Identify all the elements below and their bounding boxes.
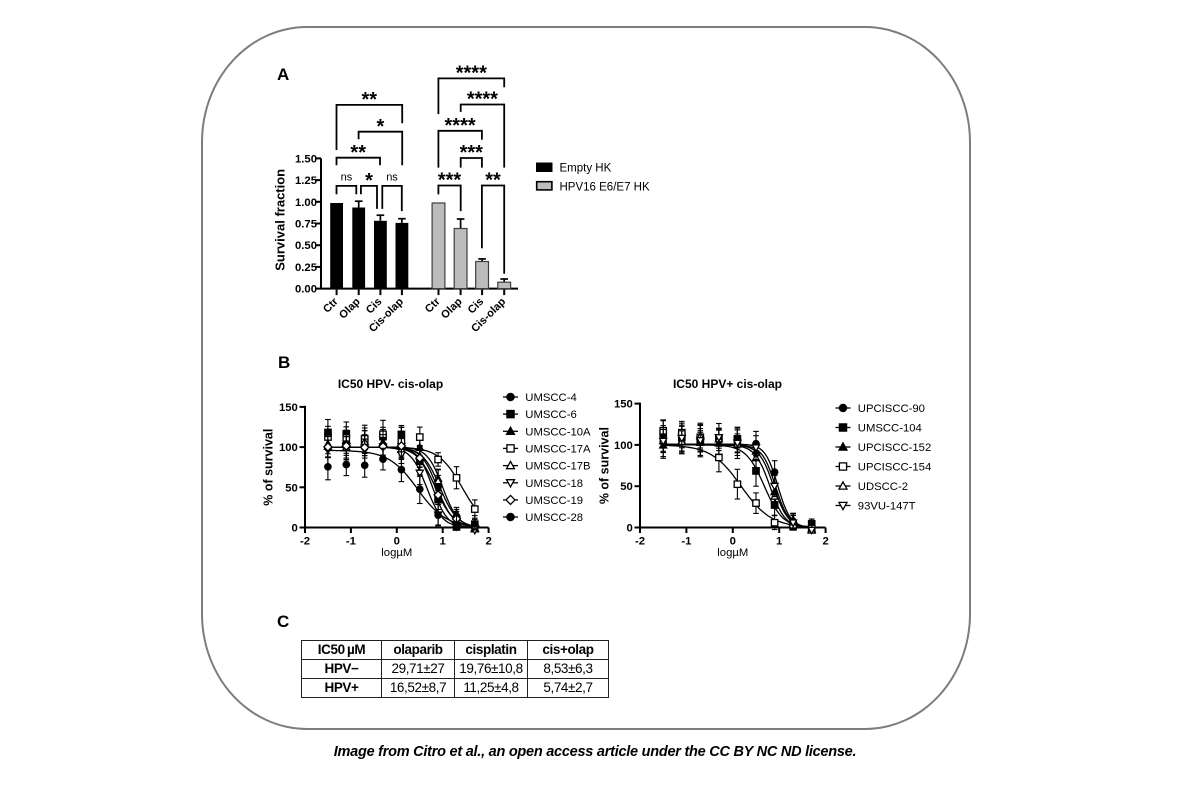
svg-text:C: C [277, 612, 289, 631]
svg-text:150: 150 [279, 402, 298, 414]
svg-text:Olap: Olap [337, 296, 363, 322]
svg-text:100: 100 [279, 442, 298, 454]
svg-text:-2: -2 [635, 536, 645, 548]
svg-text:HPV16 E6/E7 HK: HPV16 E6/E7 HK [560, 182, 650, 194]
svg-text:1.25: 1.25 [295, 175, 317, 187]
svg-text:0.25: 0.25 [295, 262, 317, 274]
svg-text:****: **** [445, 115, 476, 137]
svg-text:UMSCC-6: UMSCC-6 [525, 409, 576, 421]
svg-text:-1: -1 [681, 536, 691, 548]
svg-text:Survival fraction: Survival fraction [273, 169, 288, 271]
svg-text:****: **** [456, 63, 487, 85]
svg-text:UPCISCC-154: UPCISCC-154 [858, 462, 931, 474]
svg-text:UMSCC-18: UMSCC-18 [525, 478, 583, 490]
svg-text:Olap: Olap [439, 296, 465, 322]
svg-text:0.00: 0.00 [295, 284, 317, 296]
svg-text:1.00: 1.00 [295, 197, 317, 209]
svg-text:93VU-147T: 93VU-147T [858, 501, 916, 513]
svg-text:1: 1 [440, 536, 446, 548]
svg-text:0.50: 0.50 [295, 240, 317, 252]
svg-text:logµM: logµM [381, 547, 412, 559]
svg-text:0: 0 [394, 536, 400, 548]
svg-text:ns: ns [341, 172, 353, 184]
svg-text:50: 50 [620, 481, 633, 493]
svg-text:Empty HK: Empty HK [560, 163, 612, 175]
svg-text:UDSCC-2: UDSCC-2 [858, 481, 908, 493]
svg-text:UMSCC-28: UMSCC-28 [525, 512, 583, 524]
svg-text:UMSCC-17A: UMSCC-17A [525, 443, 591, 455]
svg-text:UMSCC-4: UMSCC-4 [525, 392, 576, 404]
svg-text:UMSCC-10A: UMSCC-10A [525, 426, 591, 438]
svg-text:2: 2 [485, 536, 491, 548]
svg-text:***: *** [460, 142, 484, 164]
svg-text:**: ** [362, 89, 378, 111]
svg-text:****: **** [467, 89, 498, 111]
svg-text:0: 0 [627, 523, 633, 535]
svg-text:50: 50 [285, 482, 298, 494]
svg-text:1: 1 [776, 536, 782, 548]
svg-text:IC50 HPV- cis-olap: IC50 HPV- cis-olap [338, 377, 443, 391]
svg-text:IC50 HPV+ cis-olap: IC50 HPV+ cis-olap [673, 377, 782, 391]
svg-text:UMSCC-19: UMSCC-19 [525, 495, 583, 507]
svg-text:logµM: logµM [717, 547, 748, 559]
svg-text:-1: -1 [346, 536, 356, 548]
svg-text:UMSCC-17B: UMSCC-17B [525, 461, 590, 473]
svg-text:0: 0 [730, 536, 736, 548]
svg-text:A: A [277, 65, 289, 84]
svg-text:0.75: 0.75 [295, 219, 317, 231]
svg-text:UPCISCC-152: UPCISCC-152 [858, 442, 931, 454]
svg-text:1.50: 1.50 [295, 153, 317, 165]
svg-text:B: B [278, 353, 290, 372]
svg-text:UMSCC-104: UMSCC-104 [858, 423, 922, 435]
svg-text:% of survival: % of survival [598, 427, 612, 504]
svg-text:ns: ns [386, 172, 398, 184]
svg-text:% of survival: % of survival [261, 429, 275, 506]
svg-text:2: 2 [822, 536, 828, 548]
svg-text:100: 100 [614, 440, 633, 452]
svg-text:150: 150 [614, 399, 633, 411]
svg-text:UPCISCC-90: UPCISCC-90 [858, 403, 925, 415]
svg-text:**: ** [485, 170, 501, 192]
svg-text:*: * [377, 116, 385, 138]
svg-text:***: *** [438, 170, 462, 192]
svg-text:*: * [365, 170, 373, 192]
svg-text:**: ** [350, 142, 366, 164]
svg-text:0: 0 [292, 523, 298, 535]
svg-text:-2: -2 [300, 536, 310, 548]
